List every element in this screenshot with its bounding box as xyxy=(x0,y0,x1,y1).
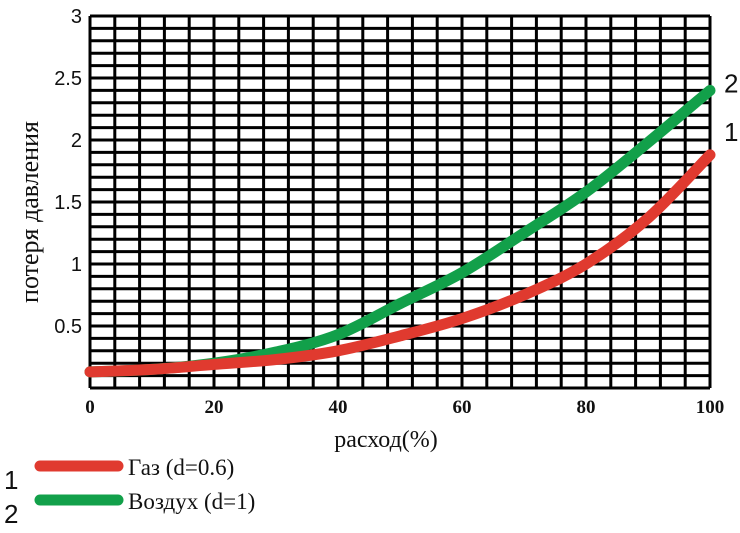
tick-labels: 0 20 40 60 80 100 0.5 1 1.5 2 2.5 3 xyxy=(54,6,724,418)
legend: 1 Газ (d=0.6) 2 Воздух (d=1) xyxy=(4,455,255,529)
x-axis-label: расход(%) xyxy=(334,427,438,453)
legend-label: Газ (d=0.6) xyxy=(128,455,234,480)
x-tick-label: 60 xyxy=(453,397,472,418)
x-tick-label: 40 xyxy=(329,397,348,418)
series-end-label-2: 2 xyxy=(724,68,738,98)
x-tick-label: 100 xyxy=(696,397,725,418)
y-axis-label: потеря давления xyxy=(15,121,44,303)
y-tick-label: 3 xyxy=(71,6,82,28)
legend-number: 2 xyxy=(4,499,18,529)
y-tick-label: 2 xyxy=(71,130,82,152)
series-end-labels: 21 xyxy=(724,68,738,146)
y-tick-label: 1.5 xyxy=(54,192,82,214)
legend-number: 1 xyxy=(4,465,18,495)
x-tick-label: 80 xyxy=(577,397,596,418)
series-line-2 xyxy=(90,90,710,371)
x-tick-label: 0 xyxy=(85,397,95,418)
series-layer xyxy=(90,90,710,371)
y-tick-label: 1 xyxy=(71,254,82,276)
series-end-label-1: 1 xyxy=(724,117,738,147)
y-tick-label: 0.5 xyxy=(54,316,82,338)
y-tick-label: 2.5 xyxy=(54,68,82,90)
x-tick-label: 20 xyxy=(205,397,224,418)
legend-label: Воздух (d=1) xyxy=(128,489,255,514)
